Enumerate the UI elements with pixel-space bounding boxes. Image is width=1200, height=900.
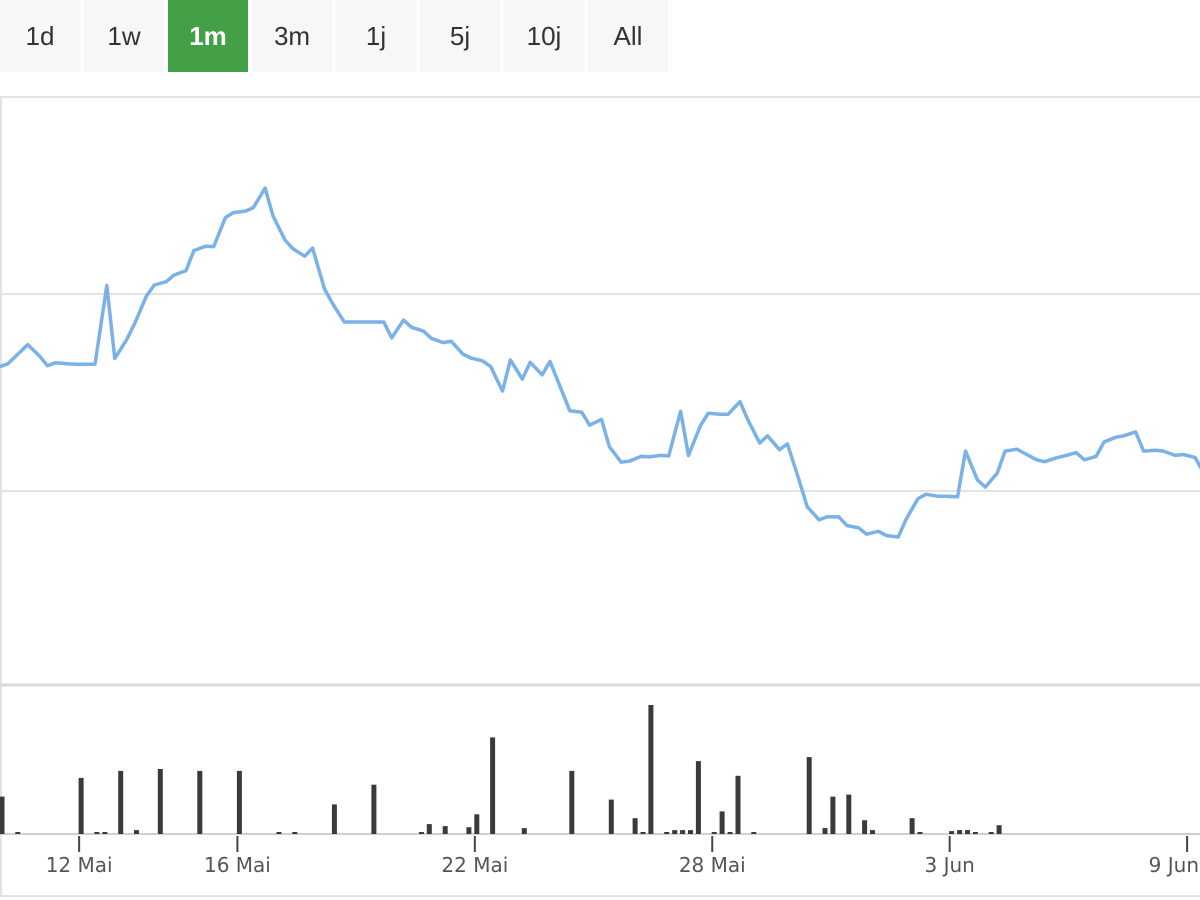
- volume-bar-30: [688, 830, 693, 834]
- volume-bar-24: [632, 818, 638, 834]
- volume-bar-3: [78, 777, 84, 834]
- volume-bar-4: [94, 832, 100, 834]
- volume-bar-50: [996, 825, 1002, 834]
- volume-bar-48: [972, 832, 978, 834]
- x-tick-label-6: 9 Jun: [1149, 853, 1199, 877]
- volume-bar-6: [118, 770, 124, 834]
- volume-bar-27: [664, 832, 670, 834]
- volume-bar-35: [735, 775, 741, 834]
- volume-bar-29: [680, 830, 686, 834]
- time-range-selector: 1d 1w 1m 3m 1j 5j 10j All: [0, 0, 668, 72]
- volume-bar-26: [648, 705, 654, 834]
- price-series-line: [0, 186, 1200, 539]
- volume-bar-39: [830, 796, 836, 834]
- volume-bar-2: [15, 832, 21, 834]
- volume-bar-22: [569, 770, 575, 834]
- volume-bar-43: [909, 818, 915, 834]
- range-button-all[interactable]: All: [588, 0, 668, 72]
- volume-bar-10: [236, 770, 242, 834]
- volume-bar-16: [426, 824, 432, 834]
- volume-bar-42: [870, 830, 875, 834]
- volume-bar-20: [490, 737, 496, 834]
- volume-bar-18: [466, 827, 472, 834]
- volume-bar-17: [442, 826, 448, 834]
- volume-bar-38: [822, 828, 828, 834]
- x-tick-label-1: 12 Mai: [46, 853, 113, 877]
- volume-bar-1: [0, 796, 5, 834]
- volume-bar-13: [331, 804, 337, 834]
- volume-bar-46: [957, 830, 963, 834]
- volume-bar-40: [846, 794, 852, 834]
- volume-bar-14: [371, 784, 377, 834]
- volume-bar-33: [719, 811, 725, 834]
- volume-bar-23: [608, 799, 614, 834]
- volume-bar-15: [418, 832, 424, 834]
- x-tick-label-2: 16 Mai: [204, 853, 271, 877]
- range-button-5j[interactable]: 5j: [420, 0, 500, 72]
- volume-bar-11: [276, 832, 282, 834]
- volume-bar-34: [727, 832, 733, 834]
- volume-bar-9: [197, 770, 203, 834]
- range-button-1w[interactable]: 1w: [84, 0, 164, 72]
- volume-bar-25: [640, 832, 646, 834]
- volume-bar-21: [521, 828, 527, 834]
- volume-bar-12: [292, 832, 298, 834]
- volume-bar-36: [751, 832, 757, 834]
- volume-bar-31: [695, 761, 701, 834]
- range-button-10j[interactable]: 10j: [504, 0, 584, 72]
- volume-bar-28: [672, 830, 678, 834]
- x-tick-label-3: 22 Mai: [441, 853, 508, 877]
- range-button-1j[interactable]: 1j: [336, 0, 416, 72]
- range-button-1d[interactable]: 1d: [0, 0, 80, 72]
- volume-bar-19: [474, 814, 480, 834]
- volume-bar-44: [917, 832, 923, 834]
- range-button-3m[interactable]: 3m: [252, 0, 332, 72]
- volume-bar-8: [157, 769, 163, 834]
- range-button-1m[interactable]: 1m: [168, 0, 248, 72]
- volume-bar-5: [102, 832, 108, 834]
- volume-bar-7: [134, 830, 139, 834]
- volume-bar-49: [988, 832, 994, 834]
- volume-bar-37: [806, 757, 812, 834]
- volume-bar-45: [949, 831, 955, 834]
- volume-bar-32: [711, 832, 717, 834]
- x-tick-label-5: 3 Jun: [924, 853, 974, 877]
- x-tick-label-4: 28 Mai: [679, 853, 746, 877]
- volume-bar-41: [862, 820, 868, 834]
- volume-bar-47: [965, 830, 970, 834]
